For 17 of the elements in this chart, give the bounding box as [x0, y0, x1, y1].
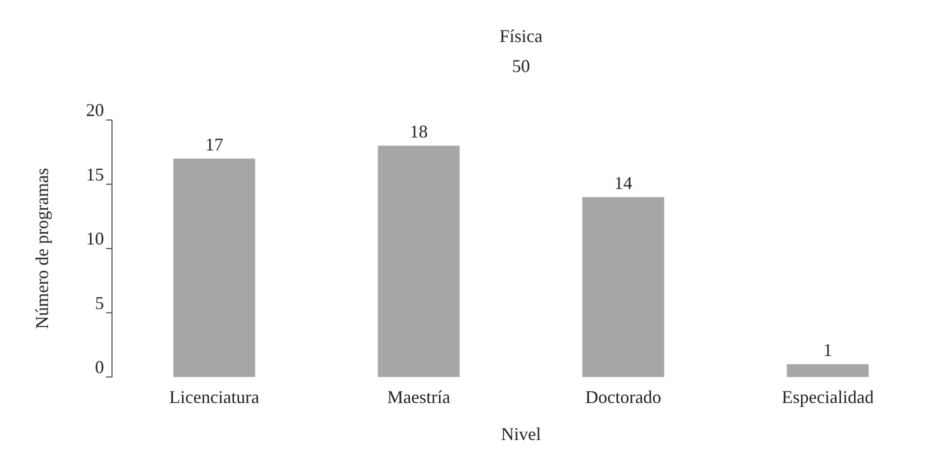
chart-subtitle: 50 [512, 56, 530, 76]
data-label: 18 [410, 122, 428, 142]
y-tick-label: 20 [86, 100, 104, 120]
x-tick-label: Doctorado [585, 387, 662, 407]
y-tick-label: 0 [95, 357, 104, 377]
data-label: 1 [823, 340, 832, 360]
x-axis-title: Nivel [501, 424, 541, 444]
x-tick-label: Licenciatura [169, 387, 260, 407]
y-tick-label: 10 [86, 228, 104, 248]
y-tick-label: 5 [95, 292, 104, 313]
y-axis-title: Número de programas [32, 168, 52, 329]
x-tick-label: Especialidad [782, 387, 874, 407]
chart-title: Física [500, 26, 543, 46]
data-label: 17 [205, 134, 224, 155]
y-tick-label: 15 [86, 164, 104, 184]
x-tick-label: Maestría [387, 387, 450, 407]
data-label: 14 [614, 173, 632, 194]
